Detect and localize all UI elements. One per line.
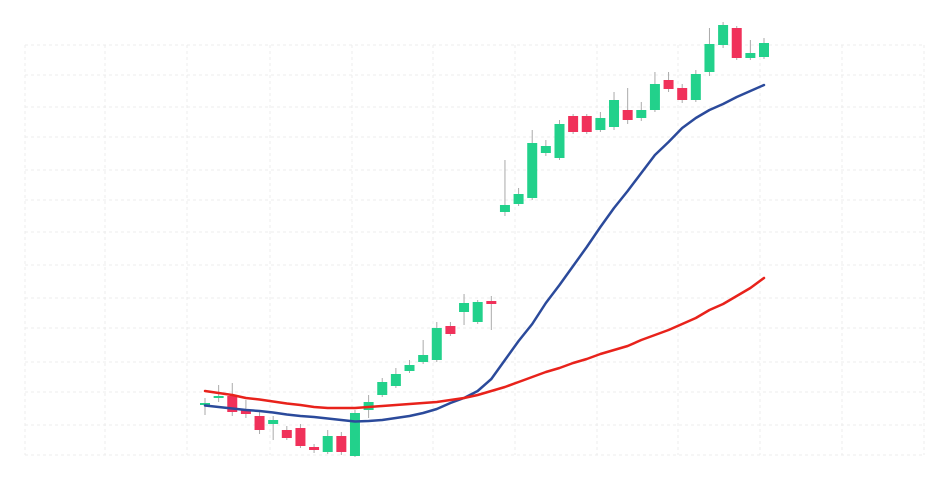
candle-body [636,110,647,118]
candle-body [200,403,210,405]
candle-body [240,410,251,414]
candle-body [595,118,606,130]
candle-body [527,143,538,198]
moving-average-line [203,276,766,410]
candle-body [677,88,688,100]
candle-body [268,420,279,424]
candle-body [540,146,551,153]
grid [24,44,925,456]
candle-body [663,80,674,89]
candle-body [281,430,292,438]
candle-body [390,374,401,386]
candle-body [459,303,470,312]
candle-body [227,396,238,412]
candle-body [377,382,388,395]
candle-body [472,302,483,322]
candle-body [513,194,524,204]
candle-body [295,428,306,446]
candle-body [759,43,769,57]
candle-body [718,25,729,45]
candle-body [418,355,429,362]
candle-body [431,328,442,360]
candle-body [309,447,320,450]
candle-body [690,74,701,100]
candle-body [568,116,579,132]
candle-body [445,326,456,334]
candle-body [704,44,715,72]
candle-body [649,84,660,110]
candle-body [322,436,333,452]
candle-body [622,110,633,120]
candle-body [349,413,360,456]
candle-body [609,100,620,127]
candle-body [404,365,415,371]
candle-body [499,205,510,212]
candle-body [254,416,265,430]
candle-body [213,396,224,398]
candle-body [745,53,756,58]
moving-average-line [203,83,766,423]
candle-body [336,436,347,452]
candle-body [731,28,742,58]
candle-body [554,124,565,158]
candle-body [581,116,592,132]
candle-body [486,301,497,304]
